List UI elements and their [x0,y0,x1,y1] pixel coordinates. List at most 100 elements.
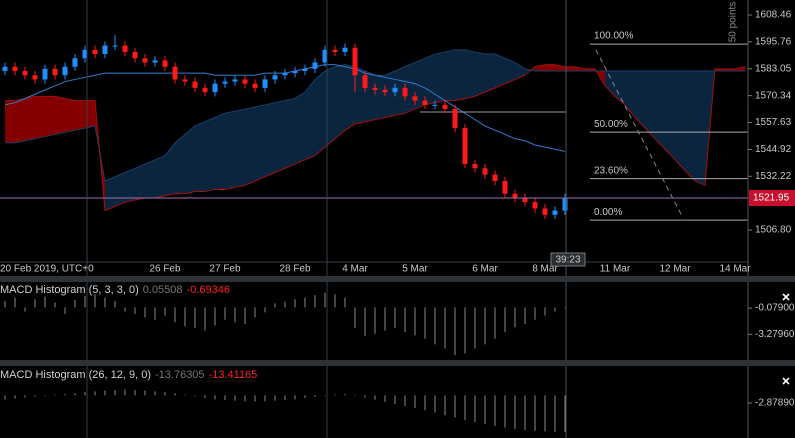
cloud-segment [585,68,595,71]
y-tick-label: -0.07900 [755,303,795,314]
candle-body [532,202,538,209]
cloud-segment [155,155,165,198]
last-price-label: 1521.95 [753,193,790,204]
panel-separator [0,360,795,366]
cloud-segment [285,98,295,169]
cloud-segment [455,49,465,101]
cloud-segment [235,109,245,188]
candle-body [2,66,8,71]
cloud-segment [545,64,555,71]
cloud-segment [535,64,545,71]
cloud-segment [515,62,525,80]
cloud-segment [645,70,655,139]
cloud-segment [245,106,255,186]
candle-body [462,128,468,165]
x-tick-label: 27 Feb [209,264,241,275]
candle-body [352,47,358,76]
candle-body [472,164,478,169]
y-tick-label: 1608.46 [755,10,792,21]
histogram-value: 0.05508 [143,284,183,296]
candle-body [542,208,548,215]
cloud-segment [615,70,625,105]
cloud-segment [385,70,395,118]
close-panel-button[interactable] [782,293,790,301]
signal-value: -13.41165 [209,369,258,381]
cloud-segment [25,96,35,141]
candle-body [142,58,148,63]
panel-header: MACD Histogram (26, 12, 9, 0) -13.76305 -1… [0,369,257,381]
cloud-segment [675,70,685,171]
candle-body [322,49,328,63]
x-tick-label: 11 Mar [600,264,631,275]
cloud-segment [735,66,745,71]
candle-body [402,87,408,97]
cloud-segment [295,92,305,165]
cloud-segment [35,96,45,139]
histogram-value: -13.76305 [155,369,205,381]
cloud-segment [395,66,405,116]
fib-label: 23.60% [594,165,628,176]
cloud-segment [45,96,55,137]
cloud-segment [195,121,205,192]
candle-body [202,87,208,93]
candle-body [82,49,88,59]
fib-label: 50.00% [594,119,628,130]
candle-body [232,79,238,82]
candle-body [112,45,118,47]
plot-layers: 100.00% 50.00% 23.60% 0.00% [0,31,748,433]
candle-body [412,96,418,101]
y-tick-label: 1532.22 [755,171,792,182]
candle-body [442,104,448,110]
candle-body [522,197,528,203]
cloud-segment [445,49,455,101]
x-tick-label: 28 Feb [279,264,311,275]
candle-body [362,75,368,88]
fib-label: 0.00% [594,207,622,218]
candle-body [312,62,318,69]
cloud-segment [115,172,125,207]
panel-title: MACD Histogram (5, 3, 3, 0) [0,284,139,296]
panel-separator [0,276,795,282]
cloud-segment [605,70,615,97]
y-tick-label: 1544.92 [755,144,792,155]
candle-body [342,47,348,52]
cloud-segment [625,70,635,118]
cloud-segment [425,54,435,105]
candle-body [62,66,68,76]
cloud-segment [305,79,315,160]
candle-body [292,70,298,74]
cloud-segment [15,98,25,143]
y-tick-label: 1583.05 [755,63,792,74]
y-tick-label: 1595.76 [755,37,792,48]
scale-label: 50 points [728,2,739,43]
x-tick-label: 12 Mar [659,264,691,275]
y-tick-label: 1506.80 [755,225,792,236]
panel-header: MACD Histogram (5, 3, 3, 0) 0.05508 -0.693… [0,284,230,296]
cloud-segment [145,159,155,198]
candle-body [302,68,308,71]
candle-body [272,75,278,80]
candle-body [52,68,58,76]
candle-body [452,109,458,129]
candle-body [182,79,188,82]
candle-body [212,83,218,93]
cloud-segment [655,70,665,150]
close-panel-button[interactable] [782,377,790,385]
cloud-segment [5,100,15,143]
candle-body [422,100,428,105]
cloud-segment [485,54,495,93]
cloud-segment [725,68,735,71]
cloud-segment [315,70,325,156]
candle-body [262,79,268,88]
candle-body [252,83,258,88]
cloud-segment [475,51,485,97]
cloud-segment [555,64,565,71]
cloud-segment [635,70,645,129]
x-tick-label: 26 Feb [149,264,181,275]
cloud-segment [265,102,275,177]
candle-body [72,58,78,67]
trend-line [595,49,684,219]
cloud-segment [75,100,85,131]
candle-body [152,60,158,63]
last-price-tag [749,190,795,207]
